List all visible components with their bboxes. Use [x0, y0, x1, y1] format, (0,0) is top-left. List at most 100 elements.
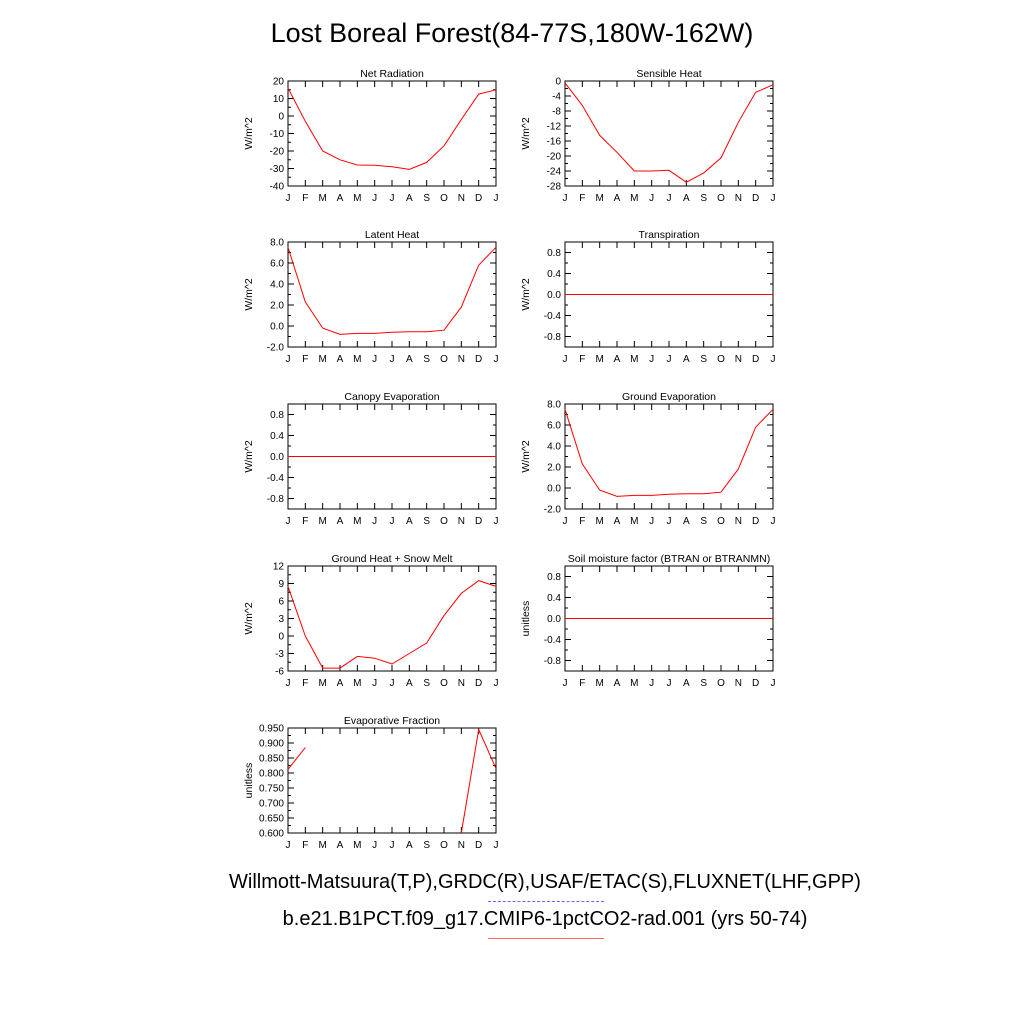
x-tick-label: D — [475, 516, 482, 527]
observation-legend-line — [488, 901, 604, 902]
y-tick-label: 0 — [555, 77, 561, 88]
series-line — [287, 580, 497, 669]
chart-panel-7: Soil moisture factor (BTRAN or BTRANMN) u… — [520, 553, 776, 689]
x-tick-label: M — [595, 193, 603, 204]
y-tick-label: 4.0 — [270, 280, 284, 291]
y-tick-label: 8.0 — [547, 400, 561, 411]
y-tick-label: -4 — [552, 92, 561, 103]
panel-title: Canopy Evaporation — [344, 391, 439, 403]
x-tick-label: M — [630, 516, 638, 527]
series-line — [460, 727, 497, 834]
y-tick-label: 0.950 — [259, 724, 284, 735]
x-tick-label: F — [579, 516, 585, 527]
y-axis-label: W/m^2 — [243, 117, 255, 150]
x-tick-label: M — [630, 678, 638, 689]
panel-title: Net Radiation — [360, 68, 424, 80]
x-tick-label: M — [630, 354, 638, 365]
y-tick-label: 0 — [278, 632, 284, 643]
x-tick-label: J — [372, 840, 377, 851]
y-tick-label: 3 — [278, 614, 284, 625]
plot-frame — [287, 80, 497, 187]
y-tick-label: 0.0 — [270, 322, 284, 333]
x-tick-label: O — [440, 678, 448, 689]
y-tick-label: -28 — [547, 182, 562, 193]
y-tick-label: -8 — [552, 107, 561, 118]
y-tick-label: 0.0 — [270, 452, 284, 463]
panel-title: Sensible Heat — [636, 68, 701, 80]
y-tick-label: 6 — [278, 597, 284, 608]
y-tick-label: 0.4 — [547, 269, 561, 280]
y-tick-label: 9 — [278, 579, 284, 590]
x-tick-label: J — [286, 354, 291, 365]
y-tick-label: 0.0 — [547, 290, 561, 301]
y-tick-label: 0.8 — [547, 248, 561, 259]
y-tick-label: 0.8 — [270, 410, 284, 421]
y-tick-label: -12 — [547, 122, 562, 133]
y-tick-label: 0.0 — [547, 614, 561, 625]
x-tick-label: J — [286, 193, 291, 204]
x-tick-label: M — [630, 193, 638, 204]
plot-frame — [287, 565, 497, 672]
x-tick-label: N — [458, 193, 465, 204]
panel-title: Latent Heat — [365, 229, 419, 241]
x-tick-label: J — [390, 516, 395, 527]
x-tick-label: D — [752, 354, 759, 365]
x-tick-label: S — [700, 516, 707, 527]
series-line — [564, 82, 774, 183]
x-tick-label: S — [700, 678, 707, 689]
x-tick-label: J — [771, 516, 776, 527]
x-tick-label: O — [440, 193, 448, 204]
x-tick-label: S — [423, 840, 430, 851]
x-tick-label: A — [614, 516, 621, 527]
x-tick-label: D — [475, 678, 482, 689]
x-tick-label: F — [579, 193, 585, 204]
x-tick-label: J — [563, 678, 568, 689]
y-tick-label: 20 — [273, 77, 285, 88]
x-tick-label: F — [302, 516, 308, 527]
y-tick-label: 6.0 — [270, 259, 284, 270]
x-tick-label: J — [649, 193, 654, 204]
x-tick-label: A — [406, 193, 413, 204]
y-tick-label: 0.900 — [259, 739, 284, 750]
x-tick-label: O — [717, 193, 725, 204]
series-line — [287, 747, 306, 770]
x-tick-label: O — [440, 354, 448, 365]
x-tick-label: J — [286, 678, 291, 689]
panel-title: Evaporative Fraction — [344, 715, 440, 727]
y-tick-label: -0.4 — [544, 635, 562, 646]
y-tick-label: -3 — [275, 649, 284, 660]
x-tick-label: O — [717, 678, 725, 689]
y-tick-label: 0.650 — [259, 814, 284, 825]
y-tick-label: 12 — [273, 562, 285, 573]
plot-frame — [564, 403, 774, 510]
y-axis-label: W/m^2 — [243, 440, 255, 473]
x-tick-label: J — [372, 678, 377, 689]
x-tick-label: J — [494, 193, 499, 204]
y-tick-label: 0.800 — [259, 769, 284, 780]
plot-frame — [287, 241, 497, 348]
y-tick-label: -20 — [270, 147, 285, 158]
x-tick-label: A — [337, 354, 344, 365]
x-tick-label: D — [475, 840, 482, 851]
x-tick-label: J — [286, 840, 291, 851]
x-tick-label: J — [563, 354, 568, 365]
x-tick-label: J — [667, 516, 672, 527]
series-line — [287, 87, 497, 170]
model-case-name: b.e21.B1PCT.f09_g17.CMIP6-1pctCO2-rad.00… — [282, 908, 808, 930]
x-tick-label: O — [440, 840, 448, 851]
panel-title: Ground Evaporation — [622, 391, 716, 403]
y-tick-label: -0.8 — [544, 332, 562, 343]
observation-sources: Willmott-Matsuura(T,P),GRDC(R),USAF/ETAC… — [229, 871, 861, 893]
x-tick-label: J — [667, 678, 672, 689]
x-tick-label: M — [595, 678, 603, 689]
x-tick-label: D — [752, 193, 759, 204]
x-tick-label: S — [423, 193, 430, 204]
y-tick-label: 0.850 — [259, 754, 284, 765]
x-tick-label: D — [752, 678, 759, 689]
y-tick-label: -40 — [270, 182, 285, 193]
y-axis-label: W/m^2 — [243, 602, 255, 635]
panel-title: Ground Heat + Snow Melt — [331, 553, 452, 565]
y-tick-label: 2.0 — [547, 463, 561, 474]
